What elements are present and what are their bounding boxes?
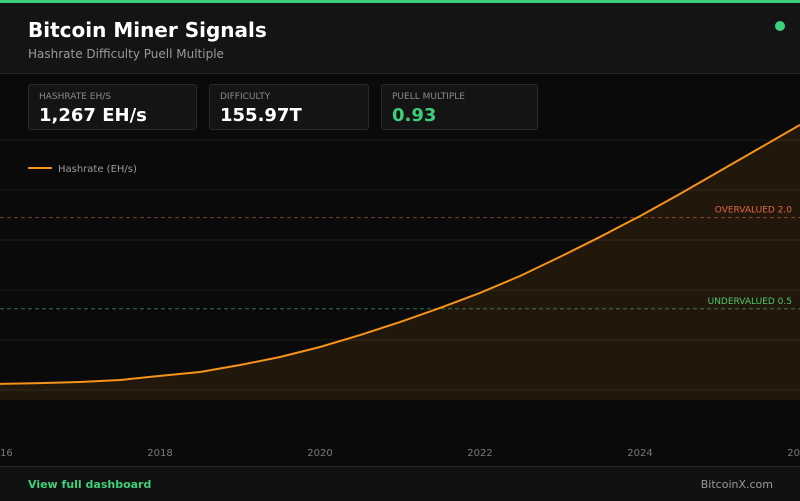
stat-value: 0.93 [392, 105, 437, 126]
x-tick-label: 2024 [627, 448, 652, 459]
footer: View full dashboard BitcoinX.com [0, 466, 800, 501]
legend-label: Hashrate (EH/s) [58, 164, 137, 175]
x-tick-label: 2020 [307, 448, 332, 459]
status-dot [775, 21, 785, 31]
x-tick-label: 2022 [467, 448, 492, 459]
stat-card: PUELL MULTIPLE 0.93 [381, 84, 538, 130]
stat-card: DIFFICULTY 155.97T [209, 84, 369, 130]
area [0, 124, 800, 400]
stat-label: PUELL MULTIPLE [392, 92, 465, 102]
x-tick-label: 2016 [0, 448, 13, 459]
brand: BitcoinX.com [700, 478, 773, 491]
stat-label: HASHRATE EH/S [39, 92, 111, 102]
accent-bar [0, 0, 800, 3]
reference-label: OVERVALUED 2.0 [715, 206, 792, 216]
stat-value: 155.97T [220, 105, 302, 126]
title: Bitcoin Miner Signals [28, 18, 267, 42]
line [0, 124, 800, 385]
subtitle: Hashrate Difficulty Puell Multiple [28, 47, 224, 61]
dashboard-link[interactable]: View full dashboard [28, 478, 152, 491]
stat-label: DIFFICULTY [220, 92, 271, 102]
chart: 2016 2018 2020 2022 2024 2026 OVERVALUED 2.0 UN… [0, 124, 800, 459]
stat-card: HASHRATE EH/S 1,267 EH/s [28, 84, 197, 130]
header: Bitcoin Miner Signals Hashrate Difficult… [0, 3, 800, 74]
stat-value: 1,267 EH/s [39, 105, 147, 126]
reference-label: UNDERVALUED 0.5 [708, 297, 792, 307]
x-tick-label: 2018 [147, 448, 172, 459]
x-tick-label: 2026 [787, 448, 800, 459]
